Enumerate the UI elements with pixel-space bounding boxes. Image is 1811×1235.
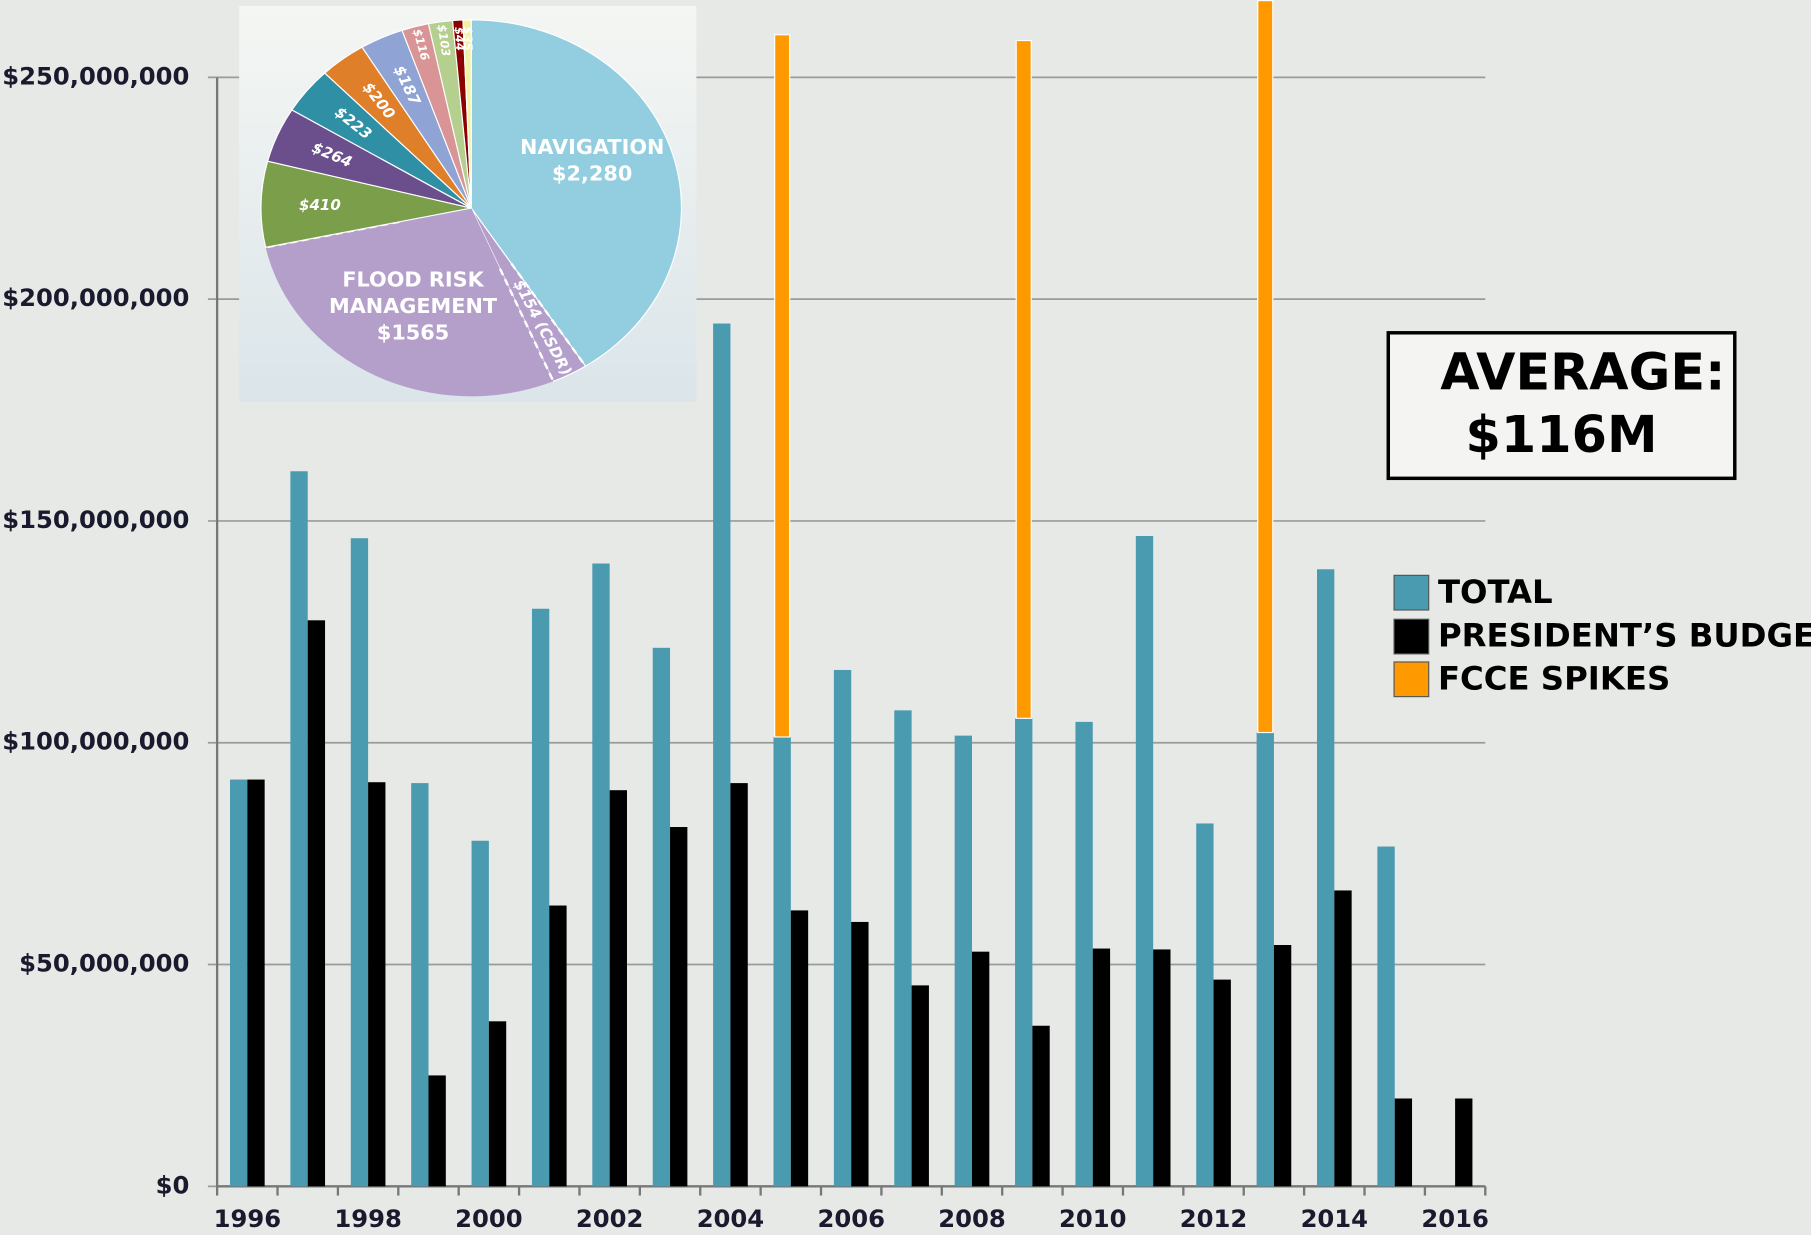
bar xyxy=(531,608,550,1187)
bar xyxy=(307,620,326,1187)
bar xyxy=(1394,1098,1413,1187)
bar xyxy=(1377,846,1395,1187)
pie-category: FLOOD RISK MANAGEMENT xyxy=(329,267,498,319)
legend-label: FCCE SPIKES xyxy=(1438,659,1670,697)
legend-swatch xyxy=(1393,574,1430,611)
legend-swatch xyxy=(1393,618,1430,655)
x-tick-label: 2002 xyxy=(576,1204,644,1233)
pie-inset: NAVIGATION$2,280$154 (CSDR)FLOOD RISK MA… xyxy=(239,5,697,403)
pie-divider xyxy=(498,268,555,382)
x-tick-label: 2006 xyxy=(817,1204,885,1233)
bar xyxy=(1153,949,1171,1187)
bar xyxy=(1256,732,1274,1187)
pie-slice xyxy=(462,19,472,209)
bar xyxy=(1015,39,1032,719)
bar xyxy=(652,647,671,1187)
x-tick-label: 1998 xyxy=(334,1204,401,1233)
bar xyxy=(549,905,567,1187)
bar xyxy=(1257,0,1274,734)
bar xyxy=(713,323,731,1187)
y-tick-label: $0 xyxy=(156,1170,190,1199)
bar xyxy=(954,735,972,1187)
pie-value-label: $1565 xyxy=(376,320,450,346)
bar xyxy=(1015,718,1033,1187)
bar xyxy=(773,736,791,1187)
y-tick-label: $100,000,000 xyxy=(2,727,189,756)
bar xyxy=(592,563,610,1187)
x-tick-label: 2014 xyxy=(1301,1204,1369,1233)
legend-label: TOTAL xyxy=(1438,573,1553,611)
pie-slice xyxy=(260,160,472,249)
annotation-box xyxy=(1386,331,1737,481)
bar xyxy=(851,921,869,1187)
x-tick-label: 2004 xyxy=(697,1204,765,1233)
pie-divider xyxy=(510,262,587,367)
bar xyxy=(471,840,489,1187)
pie-value-label: $35 xyxy=(461,26,475,50)
annotation: AVERAGE: $116M xyxy=(1440,343,1726,465)
bar xyxy=(411,783,429,1187)
bar xyxy=(1273,945,1292,1187)
pie-value-label: $410 xyxy=(299,196,341,214)
bar xyxy=(368,782,386,1187)
bar xyxy=(670,827,688,1187)
bar xyxy=(609,790,627,1187)
x-tick-label: 2016 xyxy=(1421,1204,1489,1233)
x-tick-label: 1996 xyxy=(214,1204,282,1233)
bar xyxy=(833,669,852,1187)
y-tick-label: $150,000,000 xyxy=(2,505,189,534)
pie-category: NAVIGATION xyxy=(519,135,665,160)
bar xyxy=(1213,979,1231,1187)
bar xyxy=(1032,1025,1050,1187)
bar xyxy=(1135,536,1154,1187)
bar xyxy=(971,951,990,1187)
x-tick-label: 2012 xyxy=(1180,1204,1248,1233)
pie-label-wrap: NAVIGATION$2,280 xyxy=(519,135,665,187)
bar xyxy=(790,910,809,1187)
pie-value-label: $2,280 xyxy=(552,162,633,187)
x-tick-label: 2010 xyxy=(1059,1204,1127,1233)
bar xyxy=(730,783,748,1187)
bar xyxy=(1455,1098,1473,1187)
bar xyxy=(488,1021,507,1187)
bar xyxy=(911,985,929,1187)
bar xyxy=(1092,948,1111,1187)
bar xyxy=(1334,890,1352,1187)
y-tick-label: $50,000,000 xyxy=(19,949,189,978)
bar xyxy=(894,710,912,1187)
pie-slice xyxy=(470,207,587,383)
bar xyxy=(1317,569,1335,1187)
bar xyxy=(428,1075,446,1187)
bar xyxy=(774,34,791,738)
pie-slice xyxy=(470,19,682,367)
annotation-wrap: AVERAGE: $116M xyxy=(1440,343,1726,465)
x-tick-label: 2000 xyxy=(455,1204,523,1233)
pie-value-label: $103 xyxy=(435,23,454,57)
bar xyxy=(1196,823,1214,1187)
bar xyxy=(290,471,308,1187)
x-tick-label: 2008 xyxy=(938,1204,1006,1233)
bar xyxy=(230,779,248,1187)
pie-slice xyxy=(265,208,554,397)
bar xyxy=(1075,721,1093,1187)
bar xyxy=(350,538,369,1187)
bar xyxy=(247,779,265,1187)
legend-swatch xyxy=(1393,661,1430,698)
pie-label-wrap: FLOOD RISK MANAGEMENT$1565 xyxy=(329,267,498,346)
y-tick-label: $200,000,000 xyxy=(2,283,189,312)
y-tick-label: $250,000,000 xyxy=(2,61,189,90)
legend-label: PRESIDENT’S BUDGET xyxy=(1438,617,1811,655)
